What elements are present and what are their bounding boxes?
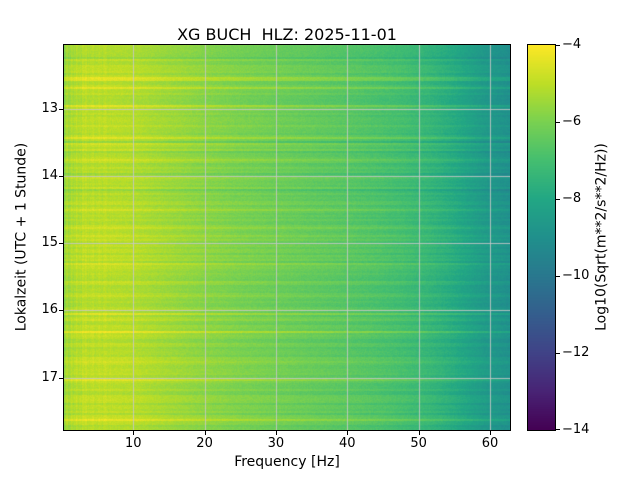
colorbar-tick-label: −14	[562, 422, 590, 437]
colorbar-tick-mark	[556, 122, 560, 123]
x-tick-label: 40	[339, 436, 356, 451]
colorbar-tick-label: −8	[562, 191, 582, 206]
colorbar-tick-mark	[556, 199, 560, 200]
y-tick-mark	[59, 176, 63, 178]
colorbar	[528, 45, 555, 430]
colorbar-tick-label: −10	[562, 268, 590, 283]
colorbar-label: Log10(Sqrt(m**2/s**2/Hz))	[593, 143, 609, 331]
chart-title: XG BUCH HLZ: 2025-11-01	[177, 25, 397, 44]
y-tick-label: 15	[41, 235, 58, 251]
y-tick-label: 17	[41, 369, 58, 385]
y-tick-mark	[59, 243, 63, 245]
y-tick-mark	[59, 108, 63, 110]
x-tick-mark	[204, 431, 206, 435]
colorbar-tick-mark	[556, 276, 560, 277]
y-tick-label: 14	[41, 168, 58, 184]
x-tick-mark	[133, 431, 135, 435]
x-tick-label: 10	[124, 436, 142, 451]
colorbar-tick-mark	[556, 429, 560, 430]
colorbar-tick-label: −4	[562, 37, 582, 52]
x-tick-mark	[418, 431, 420, 435]
y-tick-label: 16	[41, 302, 58, 318]
x-tick-mark	[490, 431, 492, 435]
x-tick-mark	[275, 431, 277, 435]
y-tick-mark	[59, 310, 63, 312]
colorbar-tick-label: −6	[562, 114, 582, 129]
x-axis-label: Frequency [Hz]	[234, 454, 340, 470]
x-tick-mark	[347, 431, 349, 435]
colorbar-tick-label: −12	[562, 345, 590, 360]
x-tick-label: 50	[410, 436, 427, 451]
x-tick-label: 20	[196, 436, 213, 451]
colorbar-tick-mark	[556, 45, 560, 46]
y-tick-label: 13	[41, 100, 58, 116]
y-tick-mark	[59, 377, 63, 379]
spectrogram-heatmap	[64, 45, 510, 430]
x-tick-label: 30	[267, 436, 285, 451]
colorbar-tick-mark	[556, 353, 560, 354]
x-tick-label: 60	[481, 436, 499, 451]
